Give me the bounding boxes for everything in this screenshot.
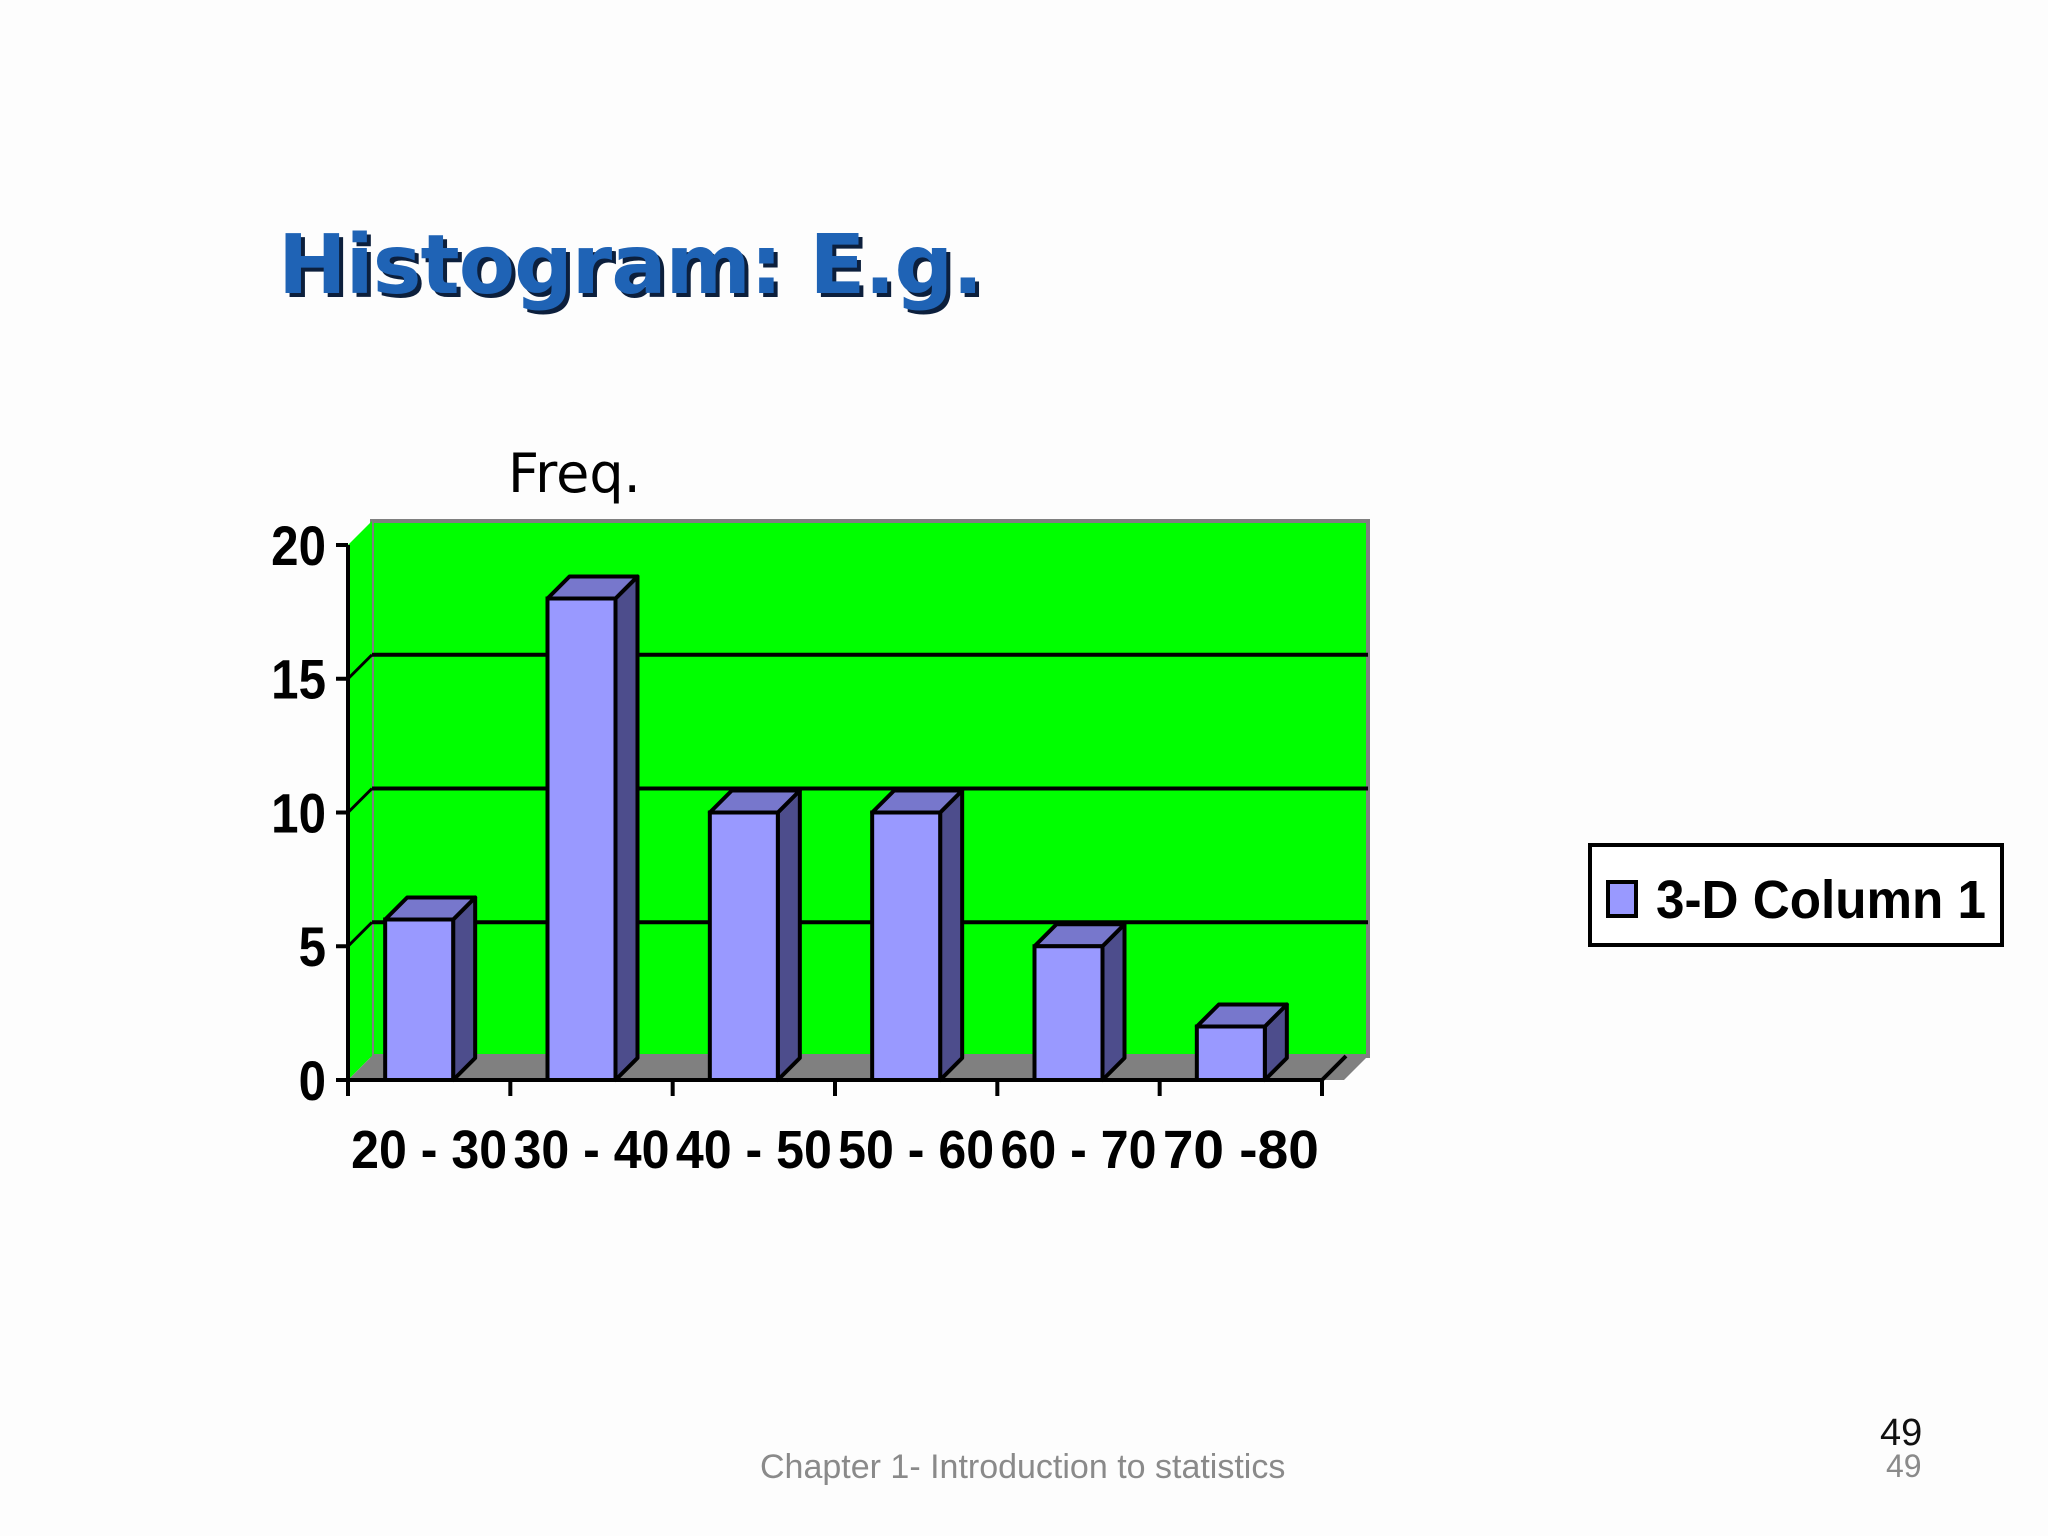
x-tick-label: 20 - 30 [351,1120,507,1180]
bar-side [451,895,478,1082]
bar [383,917,456,1082]
slide-title: Histogram: E.g. [278,218,983,313]
x-tick-label: 50 - 60 [838,1120,994,1180]
footer-text: Chapter 1- Introduction to statistics [760,1448,1286,1486]
bar [1032,944,1105,1082]
y-tick-label: 10 [271,783,326,846]
page-number: 49 [1880,1412,1923,1454]
x-tick-label: 30 - 40 [514,1120,670,1180]
legend-swatch [1606,880,1638,918]
bar-side [775,788,802,1082]
bar [1194,1024,1267,1082]
bar-side [1100,922,1127,1082]
x-tick-label: 70 -80 [1163,1120,1319,1180]
x-tick-label: 60 - 70 [1001,1120,1157,1180]
bar [545,596,618,1082]
y-axis-title: Freq. [508,442,641,505]
x-tick-label: 40 - 50 [676,1120,832,1180]
gridline-side [346,653,374,680]
bar [870,810,943,1082]
legend-label: 3-D Column 1 [1656,870,1986,930]
y-tick-label: 0 [299,1050,326,1113]
bar [707,810,780,1082]
x-axis-depth-line [1320,1054,1348,1082]
y-tick-label: 20 [271,515,326,578]
gridline-side [346,921,374,948]
legend-box [1588,843,2004,947]
gridline-side [346,787,374,814]
y-tick-label: 15 [271,649,326,712]
bar-side [938,788,965,1082]
bar-side [613,574,640,1082]
y-tick-label: 5 [299,916,326,979]
page-number-footer: 49 [1886,1448,1922,1484]
